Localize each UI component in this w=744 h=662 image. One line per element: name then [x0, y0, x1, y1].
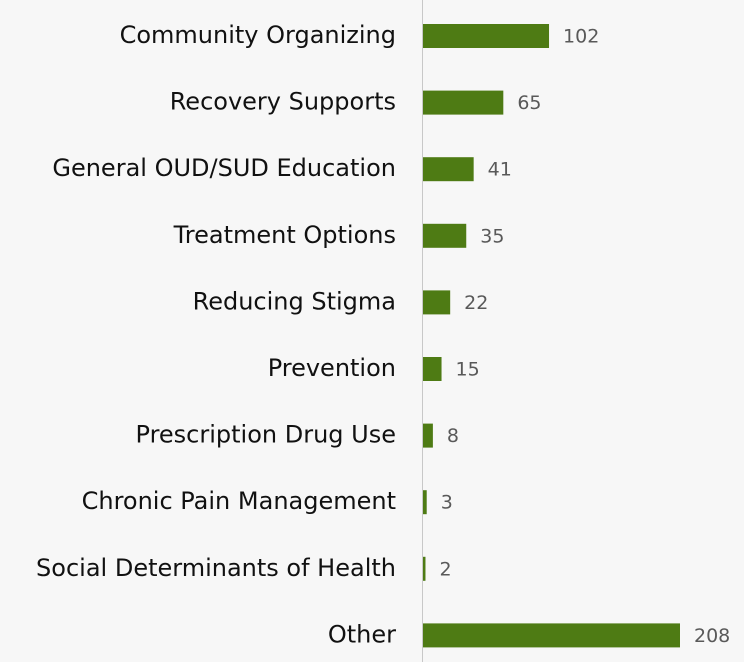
category-label: Prescription Drug Use: [136, 421, 396, 449]
category-label: Community Organizing: [120, 21, 396, 49]
category-label: Social Determinants of Health: [36, 554, 396, 582]
category-label: Treatment Options: [173, 221, 396, 249]
value-label: 22: [464, 292, 488, 314]
value-label: 3: [441, 492, 453, 514]
bar: [423, 357, 442, 381]
bar: [423, 556, 426, 581]
bar: [423, 90, 504, 115]
value-label: 65: [517, 92, 541, 114]
value-label: 8: [447, 425, 459, 447]
value-label: 41: [488, 159, 512, 181]
value-label: 2: [439, 558, 451, 580]
value-label: 15: [456, 359, 480, 381]
bar: [423, 423, 433, 448]
bar: [423, 623, 680, 648]
category-label: Reducing Stigma: [193, 287, 396, 315]
bar: [423, 24, 550, 48]
value-label: 102: [563, 26, 599, 48]
bar: [423, 157, 474, 182]
value-label: 208: [694, 625, 730, 647]
category-label: Chronic Pain Management: [82, 487, 396, 515]
bar: [423, 290, 451, 315]
bar: [423, 490, 427, 515]
category-label: Prevention: [268, 354, 396, 382]
category-label: General OUD/SUD Education: [52, 154, 396, 182]
bar: [423, 223, 467, 248]
value-label: 35: [480, 225, 504, 247]
category-label: Other: [328, 620, 396, 648]
category-label: Recovery Supports: [170, 88, 396, 116]
